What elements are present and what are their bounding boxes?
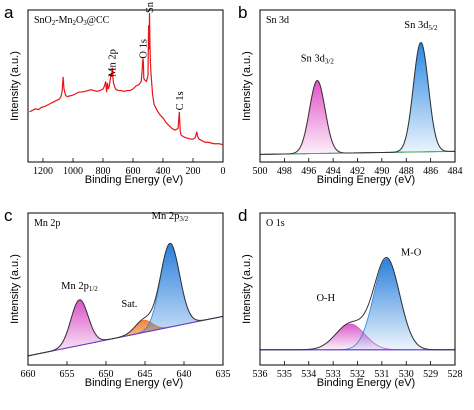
x-tick-label: 532 xyxy=(350,369,365,380)
panel-d: 536 535 534 533 532 531 530 529 528 Binding Energ… xyxy=(238,206,463,389)
x-tick-label: 486 xyxy=(423,166,438,177)
x-tick-label: 496 xyxy=(301,166,316,177)
peak-annotation: Sn 3d3/2 xyxy=(301,54,335,66)
envelope-line xyxy=(28,242,223,357)
x-tick-label: 490 xyxy=(374,166,389,177)
x-tick-label: 655 xyxy=(60,369,75,380)
x-tick-label: 200 xyxy=(186,166,201,177)
y-axis-label: Intensity (a.u.) xyxy=(241,51,253,121)
envelope-line xyxy=(260,41,455,155)
y-axis-label: Intensity (a.u.) xyxy=(9,51,21,121)
x-tick-label: 0 xyxy=(221,166,226,177)
peak-annotation: O 1s xyxy=(139,39,150,59)
x-tick-label: 645 xyxy=(138,369,153,380)
panel-legend: O 1s xyxy=(266,218,285,229)
x-tick-label: 530 xyxy=(399,369,414,380)
x-tick-label: 498 xyxy=(277,166,292,177)
x-tick-label: 535 xyxy=(277,369,292,380)
panel-b: 500 498 496 494 492 490 488 486 484 Binding Energ… xyxy=(238,3,463,186)
plot-frame xyxy=(27,9,224,163)
peak-annotation: Mn 2p xyxy=(108,49,119,77)
peak-annotation: Mn 2p1/2 xyxy=(61,281,98,293)
plot-frame xyxy=(27,212,224,366)
peak-annotation: Mn 2p3/2 xyxy=(152,211,189,223)
peak-annotation: O-H xyxy=(316,293,335,304)
plot-area xyxy=(260,257,455,351)
x-tick-label: 800 xyxy=(96,166,111,177)
panel-letter: c xyxy=(4,206,13,225)
panel-legend: SnO2-Mn2O3@CC xyxy=(34,15,110,27)
x-axis-label: Binding Energy (eV) xyxy=(85,174,183,186)
x-tick-label: 529 xyxy=(423,369,438,380)
peak-annotation: Sn 3d xyxy=(145,0,156,13)
peak-sn-3d5-2 xyxy=(260,41,455,155)
x-axis-label: Binding Energy (eV) xyxy=(317,377,415,389)
x-tick-label: 500 xyxy=(253,166,268,177)
y-axis-label: Intensity (a.u.) xyxy=(241,254,253,324)
plot-area xyxy=(29,13,223,146)
panel-legend: Sn 3d xyxy=(266,15,289,26)
survey-spectrum-line xyxy=(29,13,223,146)
x-tick-label: 488 xyxy=(399,166,414,177)
x-tick-label: 534 xyxy=(301,369,316,380)
plot-area xyxy=(28,242,223,357)
x-tick-label: 660 xyxy=(21,369,36,380)
x-tick-label: 640 xyxy=(177,369,192,380)
background-line xyxy=(28,315,223,357)
x-tick-label: 600 xyxy=(126,166,141,177)
y-axis-label: Intensity (a.u.) xyxy=(9,254,21,324)
peak-annotation: M-O xyxy=(401,248,422,259)
x-tick-label: 635 xyxy=(216,369,231,380)
panel-legend: Mn 2p xyxy=(34,218,60,229)
peak-annotation: Sn 3d5/2 xyxy=(404,20,438,32)
x-axis-label: Binding Energy (eV) xyxy=(85,377,183,389)
panel-letter: d xyxy=(238,206,247,225)
x-tick-label: 484 xyxy=(448,166,463,177)
x-tick-label: 533 xyxy=(326,369,341,380)
peak-annotation: Sat. xyxy=(121,299,137,310)
panel-letter: a xyxy=(4,3,14,22)
x-axis-label: Binding Energy (eV) xyxy=(317,174,415,186)
x-tick-label: 1000 xyxy=(63,166,83,177)
panel-c: 660 655 650 645 640 635 Binding Energy (eV) Int… xyxy=(4,206,231,389)
plot-area xyxy=(260,41,455,155)
x-tick-label: 400 xyxy=(156,166,171,177)
x-tick-label: 492 xyxy=(350,166,365,177)
x-tick-label: 531 xyxy=(374,369,389,380)
envelope-line xyxy=(260,257,455,351)
x-tick-label: 528 xyxy=(448,369,463,380)
x-tick-label: 650 xyxy=(99,369,114,380)
panel-letter: b xyxy=(238,3,247,22)
x-tick-label: 536 xyxy=(253,369,268,380)
x-tick-label: 1200 xyxy=(33,166,53,177)
peak-annotation: C 1s xyxy=(175,91,186,110)
panel-a: 1200 1000 800 600 400 200 0 Binding Energy (eV)… xyxy=(4,0,226,186)
x-tick-label: 494 xyxy=(326,166,341,177)
